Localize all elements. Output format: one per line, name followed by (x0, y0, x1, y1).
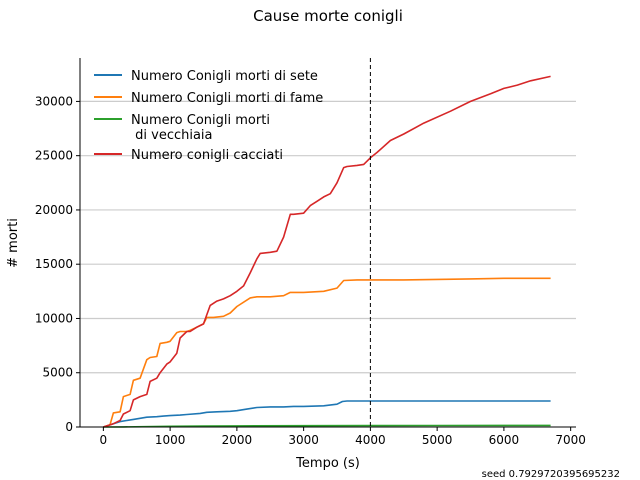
legend-label-2: Numero Conigli morti di vecchiaia (131, 113, 270, 143)
x-tick-label-4: 4000 (355, 433, 386, 447)
y-tick-label-3: 15000 (35, 257, 73, 271)
legend-label-1: Numero Conigli morti di fame (131, 91, 323, 106)
x-axis-label: Tempo (s) (295, 456, 360, 471)
series-line-3 (103, 75, 551, 428)
seed-footnote: seed 0.7929720395695232 (482, 469, 620, 480)
series-line-0 (103, 400, 551, 428)
legend: Numero Conigli morti di sete Numero Conig… (94, 69, 323, 163)
x-tick-label-0: 0 (100, 433, 108, 447)
y-tick-label-4: 20000 (35, 203, 73, 217)
y-tick-label-6: 30000 (35, 94, 73, 108)
y-tick-label-2: 10000 (35, 311, 73, 325)
x-tick-label-1: 1000 (155, 433, 186, 447)
x-tick-label-7: 7000 (555, 433, 586, 447)
y-tick-label-0: 0 (65, 420, 73, 434)
series-lines (103, 75, 551, 428)
x-tick-label-3: 3000 (288, 433, 319, 447)
y-axis-label: # morti (6, 218, 21, 268)
x-tick-label-5: 5000 (422, 433, 453, 447)
legend-label-3: Numero conigli cacciati (131, 148, 283, 163)
axes (79, 58, 576, 428)
y-tick-label-5: 25000 (35, 149, 73, 163)
x-tick-label-2: 2000 (222, 433, 253, 447)
y-axis-ticks: 0 5000 10000 15000 20000 25000 30000 (35, 94, 80, 434)
legend-label-0: Numero Conigli morti di sete (131, 69, 318, 84)
series-line-1 (103, 277, 551, 428)
grid (80, 100, 576, 374)
chart-title: Cause morte conigli (253, 7, 403, 25)
x-tick-label-6: 6000 (489, 433, 520, 447)
y-tick-label-1: 5000 (42, 366, 73, 380)
x-axis-ticks: 0 1000 2000 3000 4000 5000 6000 7000 (100, 427, 586, 447)
